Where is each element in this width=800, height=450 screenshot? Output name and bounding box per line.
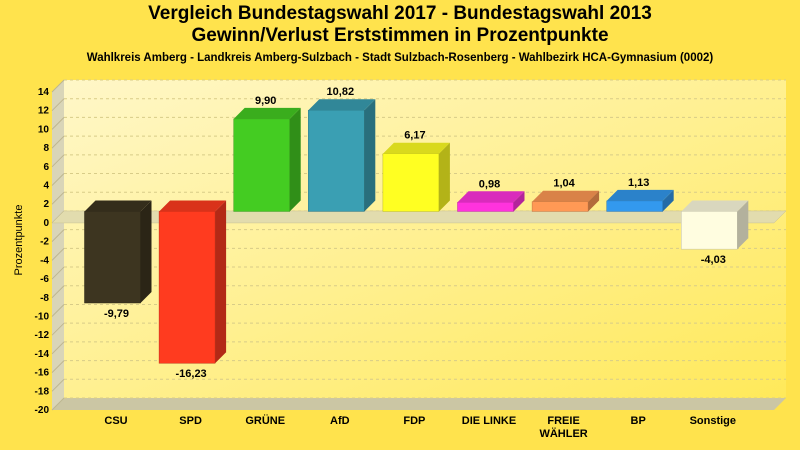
- x-tick-label: BP: [631, 415, 646, 427]
- data-label: -4,03: [701, 254, 726, 266]
- x-tick-label: FDP: [403, 415, 425, 427]
- bar-top: [382, 142, 450, 154]
- y-tick-label: 12: [38, 106, 50, 117]
- grid-line-side: [51, 117, 65, 130]
- y-tick-label: -8: [40, 293, 49, 304]
- y-tick-label: 10: [38, 124, 50, 135]
- plot-floor: [52, 398, 786, 410]
- data-label: 1,13: [628, 177, 649, 189]
- bar-side: [588, 190, 600, 212]
- bar-top: [457, 191, 525, 203]
- grid-line-side: [51, 247, 65, 261]
- x-tick-label: Sonstige: [690, 415, 736, 427]
- grid-line-side: [51, 341, 65, 355]
- bar-side: [662, 189, 674, 212]
- bar-top: [84, 200, 152, 212]
- grid-line-side: [51, 360, 65, 373]
- grid-line-side: [51, 322, 65, 336]
- bar-top: [532, 190, 600, 202]
- data-label: 1,04: [553, 178, 575, 190]
- x-tick-label: WÄHLER: [539, 427, 587, 440]
- y-tick-label: 2: [43, 199, 49, 210]
- bar: [606, 200, 663, 212]
- bar-top: [308, 99, 376, 111]
- y-tick-label: 6: [43, 162, 49, 173]
- y-tick-label: -4: [40, 255, 49, 266]
- grid-line-side: [51, 191, 65, 205]
- bar: [308, 109, 365, 212]
- data-label: 0,98: [479, 178, 500, 190]
- y-tick-label: 4: [43, 181, 49, 192]
- y-tick-label: -12: [35, 330, 50, 341]
- y-axis-title: Prozentpunkte: [13, 205, 25, 276]
- y-tick-label: -20: [35, 405, 50, 416]
- bar-top: [606, 189, 674, 201]
- x-tick-label: DIE LINKE: [462, 415, 516, 427]
- x-tick-label: GRÜNE: [245, 414, 285, 427]
- zero-plane: [51, 210, 787, 224]
- y-tick-label: 8: [43, 143, 49, 154]
- bar-side: [737, 200, 749, 250]
- grid-line-side: [51, 229, 65, 243]
- y-tick-label: -14: [35, 349, 50, 360]
- data-label: 10,82: [327, 86, 355, 98]
- bar-side: [513, 191, 525, 212]
- grid-line-side: [51, 135, 65, 149]
- data-label: -9,79: [104, 308, 129, 320]
- bar-top: [681, 200, 749, 212]
- bar-side: [289, 107, 301, 212]
- bar-side: [364, 99, 376, 212]
- grid-line-side: [51, 79, 65, 93]
- bar: [158, 211, 216, 364]
- bar-side: [215, 200, 227, 364]
- bar: [84, 211, 141, 304]
- chart-title: Vergleich Bundestagswahl 2017 - Bundesta…: [148, 3, 652, 24]
- data-label: 9,90: [255, 95, 276, 107]
- x-tick-label: SPD: [179, 415, 202, 427]
- grid-line-side: [51, 397, 65, 411]
- data-label: -16,23: [175, 368, 206, 380]
- grid-line-side: [51, 173, 65, 186]
- chart-caption: Wahlkreis Amberg - Landkreis Amberg-Sulz…: [86, 52, 714, 64]
- bar: [457, 202, 514, 212]
- x-tick-label: AfD: [330, 415, 350, 427]
- bar-side: [438, 142, 450, 212]
- y-tick-label: -10: [35, 311, 50, 322]
- x-tick-label: CSU: [104, 415, 127, 427]
- plot-side-wall: [52, 80, 64, 410]
- grid-line-side: [51, 378, 65, 392]
- chart-subtitle: Gewinn/Verlust Erststimmen in Prozentpun…: [191, 25, 609, 46]
- y-tick-label: -2: [40, 237, 49, 248]
- bar: [531, 201, 589, 212]
- bar-top: [233, 107, 301, 119]
- grid-line-side: [51, 98, 65, 112]
- bar: [382, 153, 440, 212]
- x-tick-label: FREIE: [547, 415, 579, 427]
- y-tick-label: -6: [40, 274, 49, 285]
- data-label: 6,17: [404, 130, 425, 142]
- grid-line-side: [51, 285, 65, 299]
- grid-line-side: [51, 266, 65, 280]
- bar-top: [159, 200, 227, 212]
- y-tick-label: -18: [35, 386, 50, 397]
- y-tick-label: 0: [43, 218, 49, 229]
- y-tick-label: 14: [38, 87, 50, 98]
- y-tick-label: -16: [35, 368, 50, 379]
- bar: [681, 211, 738, 250]
- bar-side: [140, 200, 152, 304]
- bar: [233, 118, 290, 212]
- grid-line-side: [51, 304, 65, 317]
- grid-line-side: [51, 154, 65, 168]
